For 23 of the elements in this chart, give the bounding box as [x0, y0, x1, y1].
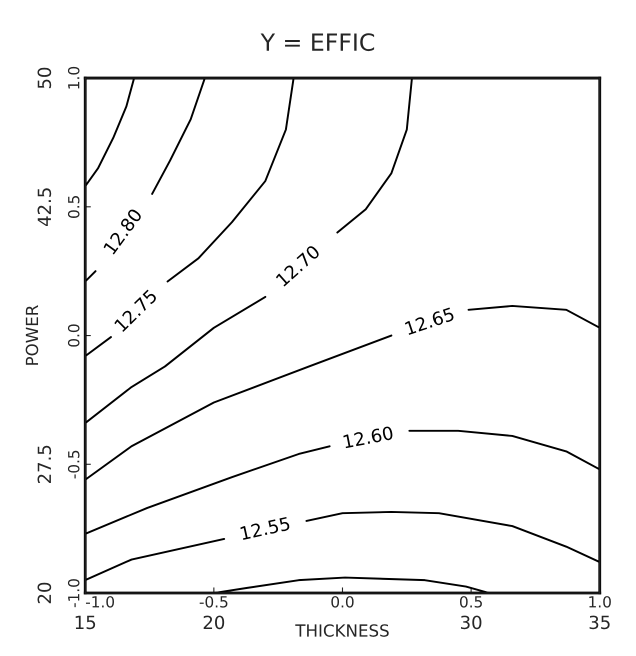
x-tick-label: -0.5 — [200, 596, 228, 608]
y2-tick-label: 20 — [38, 582, 52, 604]
y2-tick-label: 27.5 — [38, 446, 52, 484]
y2-tick-label: 50 — [38, 68, 52, 88]
x-tick-label: -1.0 — [86, 596, 114, 608]
y2-tick-label: 42.5 — [38, 188, 52, 226]
x2-tick-label: 20 — [204, 616, 224, 630]
y-tick-label: -0.5 — [68, 450, 80, 478]
x2-tick-label: 15 — [76, 616, 96, 630]
x2-tick-label: 35 — [590, 616, 610, 630]
x-axis-title: THICKNESS — [295, 624, 389, 637]
y-tick-label: 0.5 — [68, 196, 80, 218]
y2-axis-title: POWER — [26, 305, 38, 365]
text: 12.55 — [240, 516, 290, 540]
x-tick-label: 0.5 — [460, 596, 482, 608]
x-tick-label: 0.0 — [331, 596, 354, 608]
x-tick-label: 1.0 — [589, 596, 611, 608]
x2-tick-label: 30 — [461, 616, 482, 630]
text: 12.65 — [404, 307, 455, 336]
chart-title: Y = EFFIC — [260, 33, 374, 52]
y-tick-label: 1.0 — [68, 66, 80, 89]
text: 12.60 — [343, 426, 394, 448]
y-tick-label: 0.0 — [68, 324, 80, 347]
